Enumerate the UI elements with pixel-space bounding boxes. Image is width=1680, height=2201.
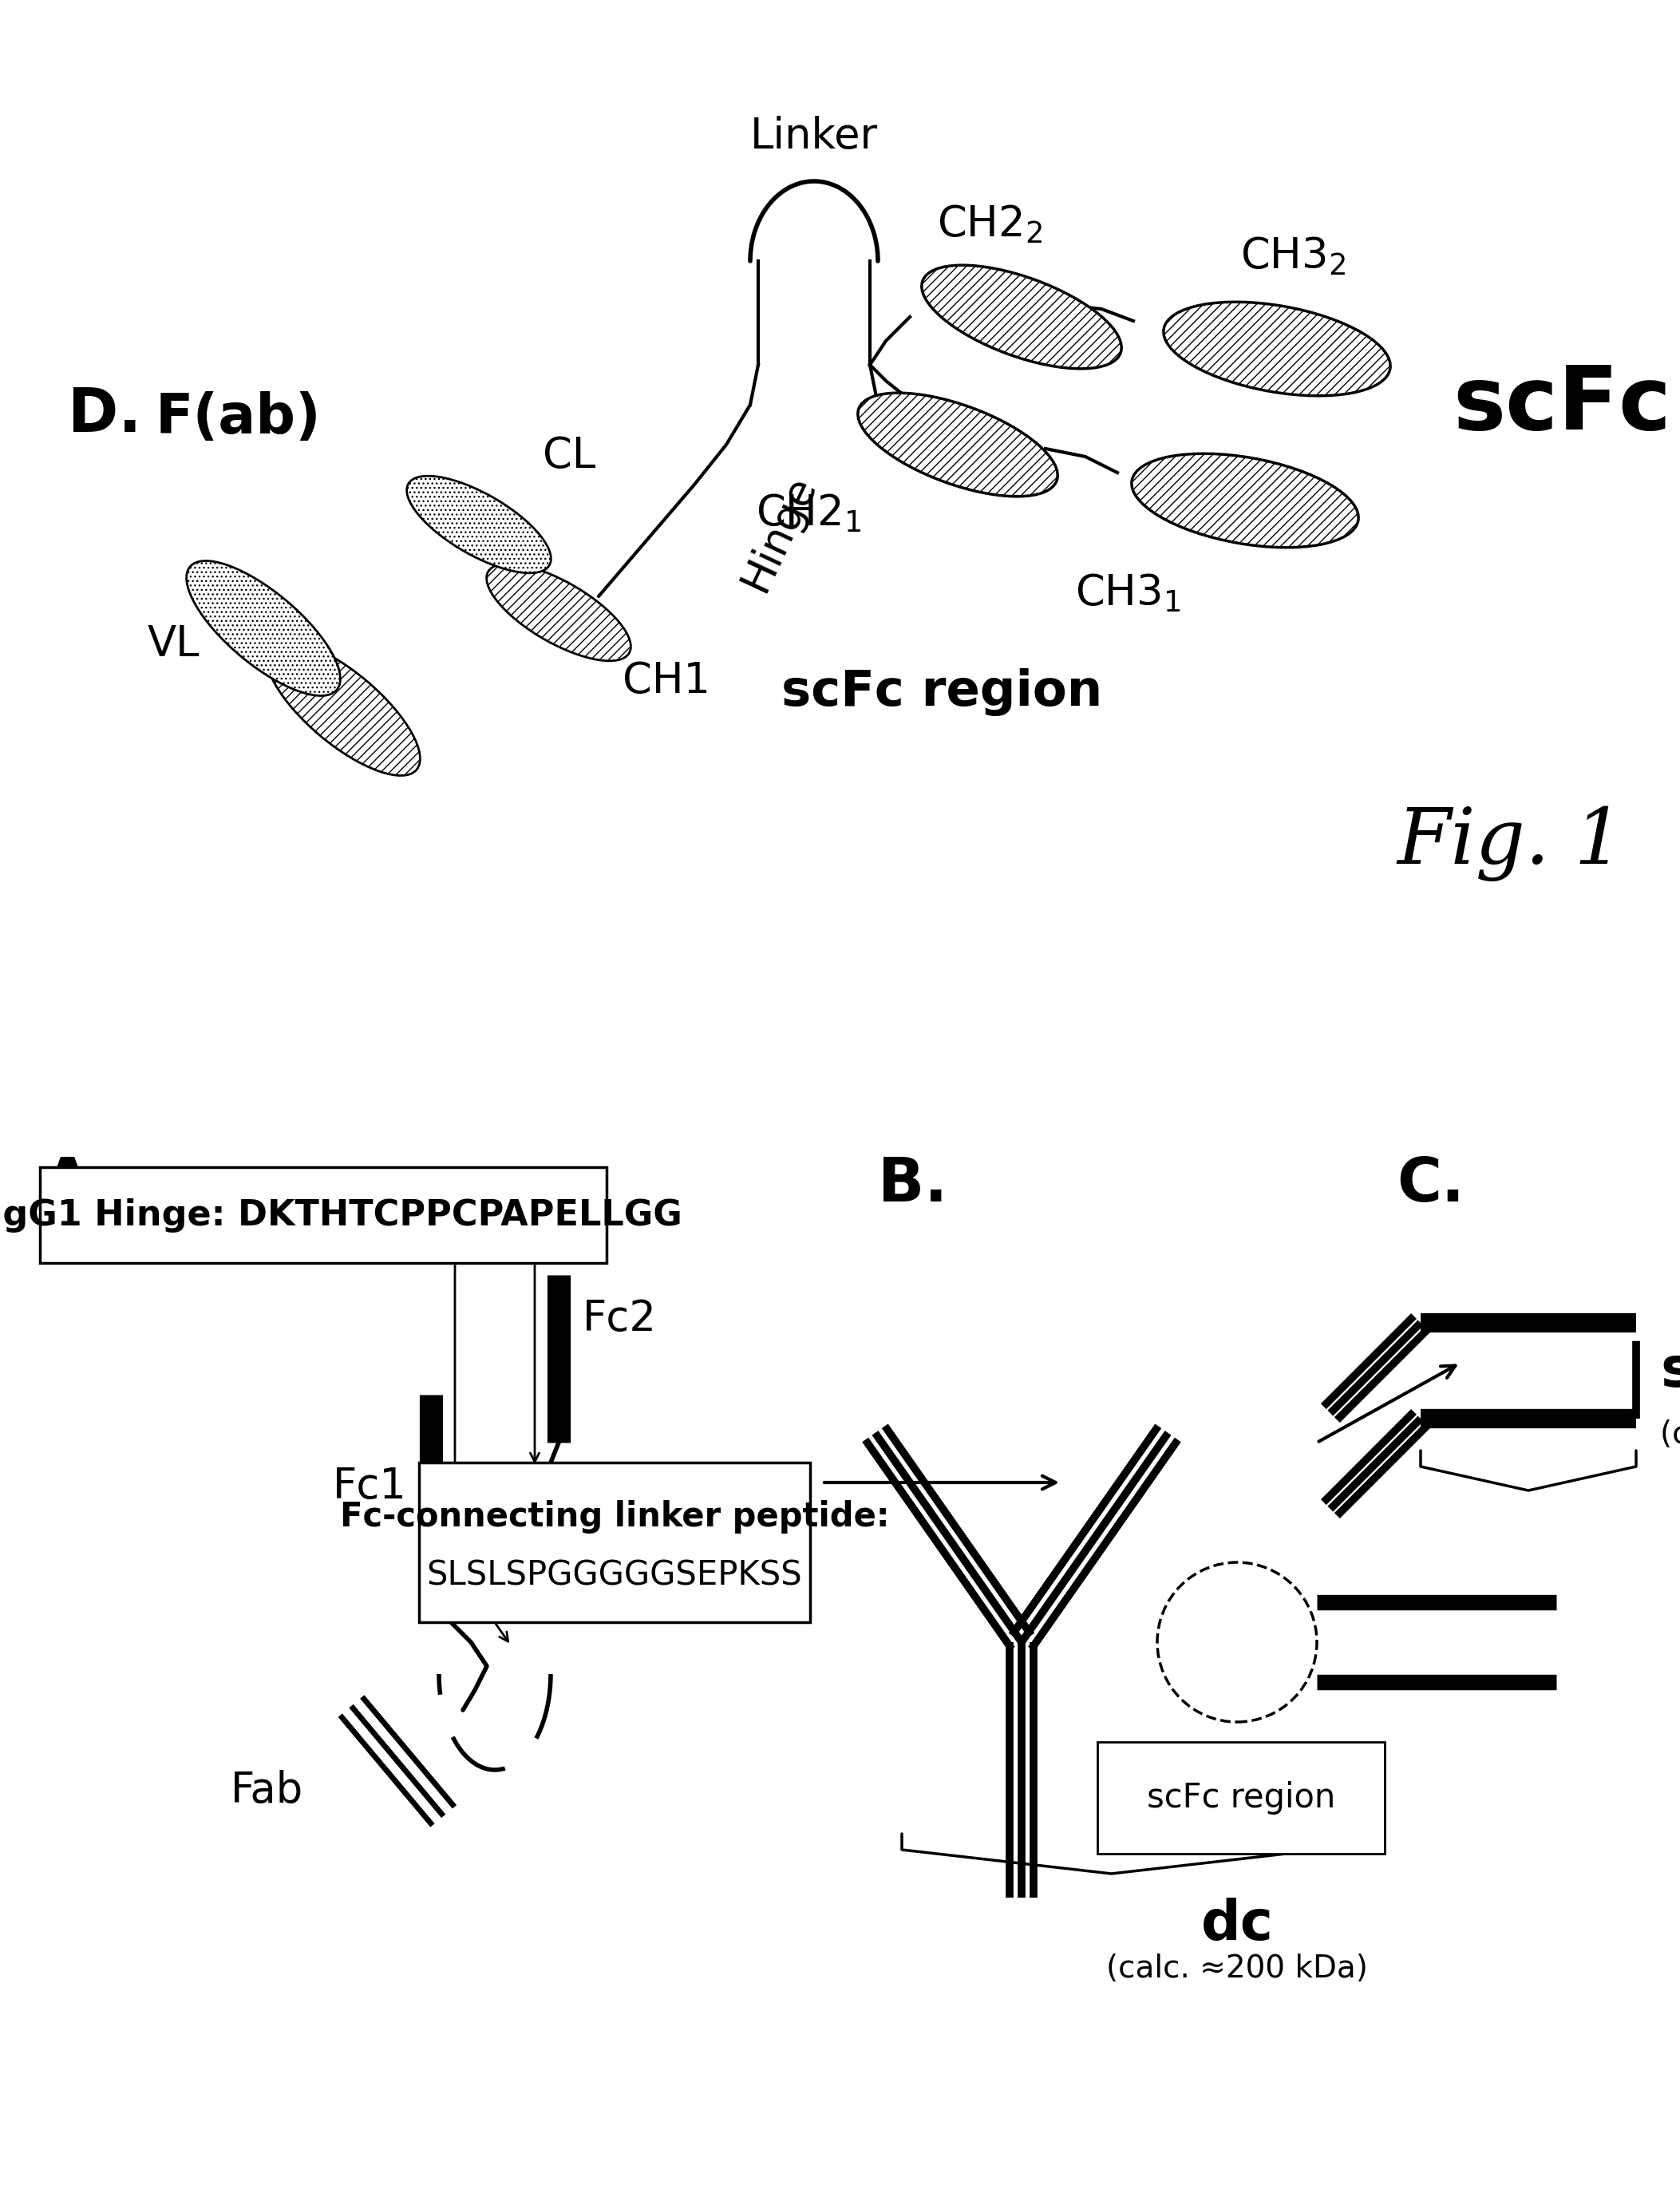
Ellipse shape [487,563,630,660]
Text: VL: VL [148,623,200,665]
Text: sc: sc [1660,1345,1680,1398]
Text: Linker: Linker [749,117,879,156]
Text: hIgG1 Hinge: DKTHTCPPCPAPELLGG: hIgG1 Hinge: DKTHTCPPCPAPELLGG [0,1197,682,1233]
Text: CH2$_1$: CH2$_1$ [756,493,862,535]
Text: CH3$_2$: CH3$_2$ [1240,236,1346,277]
Ellipse shape [922,264,1122,370]
Text: B.: B. [879,1156,948,1215]
Text: (calc. ≈200 kDa): (calc. ≈200 kDa) [1105,1954,1368,1983]
Text: (calc. 100 kDa): (calc. 100 kDa) [1660,1420,1680,1450]
Text: scFc region: scFc region [781,669,1102,715]
Text: dc: dc [1201,1897,1273,1950]
Text: scFc region: scFc region [1147,1781,1336,1814]
Ellipse shape [858,394,1058,497]
FancyBboxPatch shape [40,1167,606,1263]
Text: Fc2: Fc2 [583,1299,657,1340]
Text: Fig. 1: Fig. 1 [1396,806,1625,883]
Text: Fab: Fab [230,1770,304,1811]
Text: D.: D. [67,385,141,445]
Text: VH: VH [235,610,296,651]
Ellipse shape [407,475,551,572]
Ellipse shape [186,561,341,696]
Text: Hinge: Hinge [734,469,823,596]
Text: scFc: scFc [1453,361,1672,447]
Text: Fc-connecting linker peptide:: Fc-connecting linker peptide: [339,1499,889,1534]
Text: CH1: CH1 [623,660,711,702]
Text: CH2$_2$: CH2$_2$ [937,202,1043,244]
Text: Fc1: Fc1 [333,1466,407,1508]
Text: CL: CL [543,436,596,478]
FancyBboxPatch shape [1097,1741,1384,1853]
Text: A.: A. [44,1156,116,1215]
Text: CH3$_1$: CH3$_1$ [1075,572,1181,614]
Text: C.: C. [1396,1156,1465,1215]
Ellipse shape [1164,302,1391,396]
Ellipse shape [265,640,420,775]
Text: F(ab): F(ab) [156,392,321,445]
FancyBboxPatch shape [418,1461,810,1622]
Text: SLSLSPGGGGGSEPKSS: SLSLSPGGGGGSEPKSS [427,1558,803,1594]
Ellipse shape [1132,453,1359,548]
